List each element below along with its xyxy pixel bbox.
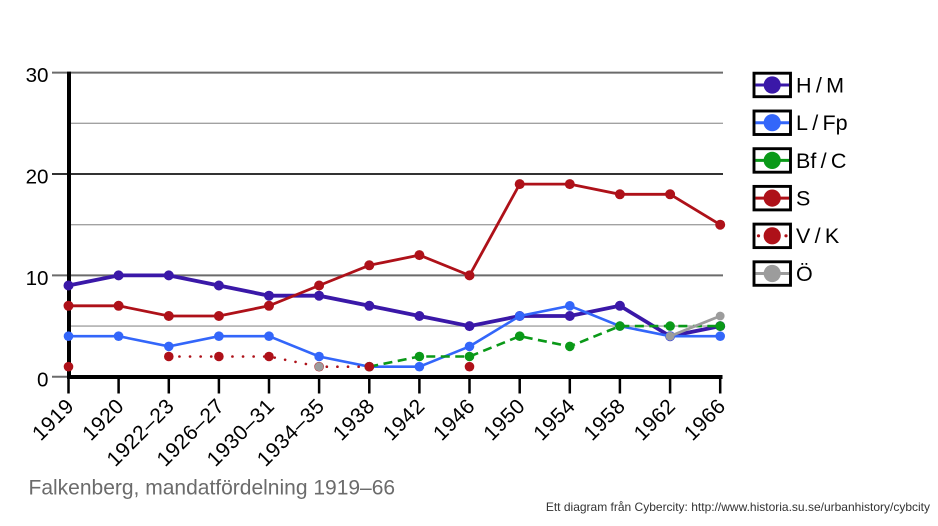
svg-text:Bf / C: Bf / C <box>796 149 846 173</box>
svg-text:Falkenberg, mandatfördelning 1: Falkenberg, mandatfördelning 1919–66 <box>29 477 396 500</box>
svg-text:V / K: V / K <box>796 224 840 248</box>
svg-text:30: 30 <box>26 64 49 87</box>
svg-text:L / Fp: L / Fp <box>796 111 848 135</box>
svg-text:10: 10 <box>26 267 49 290</box>
svg-text:S: S <box>796 187 810 211</box>
svg-text:0: 0 <box>37 368 48 391</box>
svg-text:Ö: Ö <box>796 262 813 286</box>
svg-text:20: 20 <box>26 166 49 189</box>
svg-text:H / M: H / M <box>796 73 844 97</box>
svg-text:Ett diagram från Cybercity: ht: Ett diagram från Cybercity: http://www.h… <box>546 500 930 514</box>
